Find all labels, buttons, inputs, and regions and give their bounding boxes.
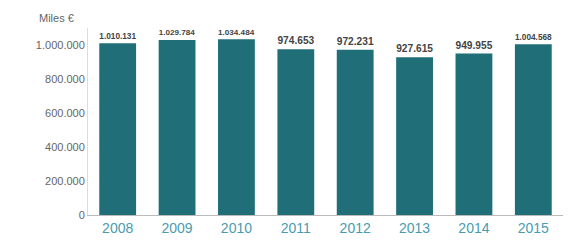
svg-text:800.000: 800.000 [45,73,85,85]
svg-text:972.231: 972.231 [337,36,374,47]
svg-text:200.000: 200.000 [45,175,85,187]
svg-text:1.004.568: 1.004.568 [515,33,552,42]
svg-text:1.000.000: 1.000.000 [36,39,85,51]
svg-text:1.010.131: 1.010.131 [99,32,136,41]
svg-text:1.034.484: 1.034.484 [218,28,255,37]
svg-text:2013: 2013 [399,220,430,236]
svg-text:0: 0 [79,209,85,221]
svg-text:2014: 2014 [458,220,489,236]
svg-text:2015: 2015 [518,220,549,236]
svg-text:927.615: 927.615 [396,43,433,54]
svg-text:949.955: 949.955 [456,40,493,51]
svg-text:2012: 2012 [340,220,371,236]
svg-text:2010: 2010 [221,220,252,236]
svg-text:2009: 2009 [161,220,192,236]
svg-text:Miles €: Miles € [39,12,74,24]
svg-text:600.000: 600.000 [45,107,85,119]
svg-text:2011: 2011 [281,220,311,236]
svg-text:974.653: 974.653 [277,35,314,46]
svg-text:1.029.784: 1.029.784 [159,28,196,37]
svg-text:400.000: 400.000 [45,141,85,153]
svg-text:2008: 2008 [102,220,133,236]
